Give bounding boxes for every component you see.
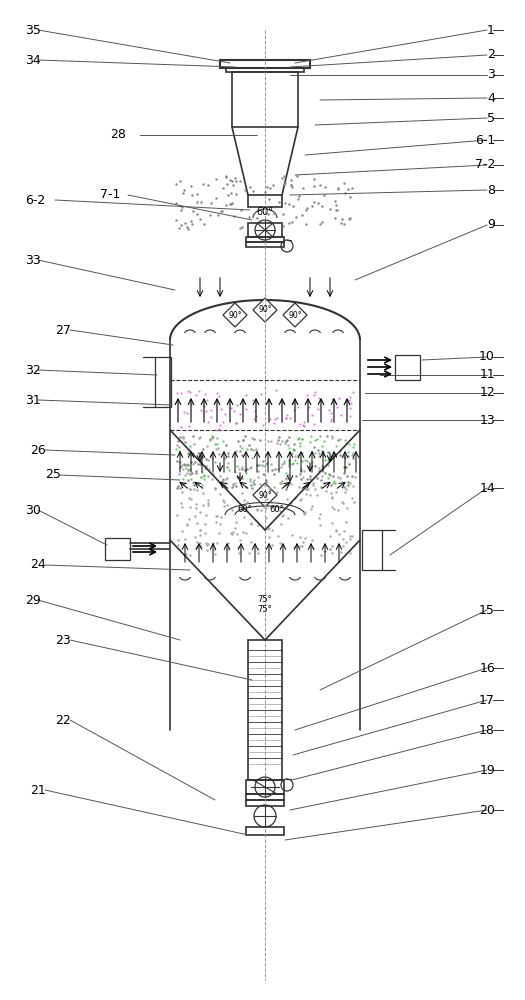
Text: 28: 28: [110, 128, 126, 141]
Text: 29: 29: [25, 593, 41, 606]
Bar: [248, 195, 282, 207]
Bar: [226, 68, 304, 72]
Text: 90°: 90°: [228, 310, 242, 320]
Text: 13: 13: [479, 414, 495, 426]
Polygon shape: [223, 303, 247, 327]
Text: 75°: 75°: [258, 595, 272, 604]
Text: 6-2: 6-2: [25, 194, 45, 207]
Text: 32: 32: [25, 363, 41, 376]
Text: 22: 22: [55, 714, 71, 726]
Bar: [248, 223, 282, 237]
Text: 25: 25: [45, 468, 61, 482]
Text: 31: 31: [25, 393, 41, 406]
Text: 90°: 90°: [258, 490, 272, 499]
Text: 5: 5: [487, 111, 495, 124]
Polygon shape: [283, 303, 307, 327]
Bar: [246, 242, 284, 247]
Text: 21: 21: [30, 784, 46, 796]
Text: 11: 11: [479, 368, 495, 381]
Bar: [246, 800, 284, 806]
Text: 9: 9: [487, 219, 495, 232]
Text: 14: 14: [479, 482, 495, 494]
Polygon shape: [253, 483, 277, 507]
Text: 12: 12: [479, 386, 495, 399]
Text: 30: 30: [25, 504, 41, 516]
Text: 26: 26: [30, 444, 46, 456]
Polygon shape: [253, 298, 277, 322]
Text: 27: 27: [55, 324, 71, 336]
Bar: [105, 538, 130, 560]
Text: 1: 1: [487, 23, 495, 36]
Bar: [220, 60, 310, 68]
Bar: [362, 530, 382, 570]
Bar: [155, 357, 171, 407]
Text: 75°: 75°: [258, 605, 272, 614]
Text: 23: 23: [55, 634, 71, 647]
Text: 7-2: 7-2: [475, 158, 495, 172]
Text: 15: 15: [479, 603, 495, 616]
Text: 90°: 90°: [258, 306, 272, 314]
Bar: [232, 72, 298, 127]
Text: 60°: 60°: [238, 506, 253, 514]
Bar: [395, 355, 420, 380]
Text: 20: 20: [479, 804, 495, 816]
Bar: [246, 794, 284, 800]
Text: 35: 35: [25, 23, 41, 36]
Text: 10: 10: [479, 351, 495, 363]
Text: 3: 3: [487, 68, 495, 82]
Text: 7-1: 7-1: [100, 188, 120, 202]
Text: 90°: 90°: [288, 310, 302, 320]
Bar: [248, 640, 282, 780]
Text: 6-1: 6-1: [475, 133, 495, 146]
Bar: [246, 237, 284, 242]
Text: 34: 34: [25, 53, 41, 66]
Text: 60°: 60°: [257, 207, 274, 217]
Text: 60°: 60°: [270, 506, 285, 514]
Bar: [246, 827, 284, 835]
Text: 19: 19: [479, 764, 495, 776]
Text: 8: 8: [487, 184, 495, 196]
Text: 18: 18: [479, 724, 495, 736]
Bar: [246, 780, 284, 794]
Text: 17: 17: [479, 694, 495, 706]
Text: 16: 16: [479, 662, 495, 674]
Text: 4: 4: [487, 92, 495, 104]
Text: 33: 33: [25, 253, 41, 266]
Text: 2: 2: [487, 48, 495, 62]
Text: 24: 24: [30, 558, 46, 572]
